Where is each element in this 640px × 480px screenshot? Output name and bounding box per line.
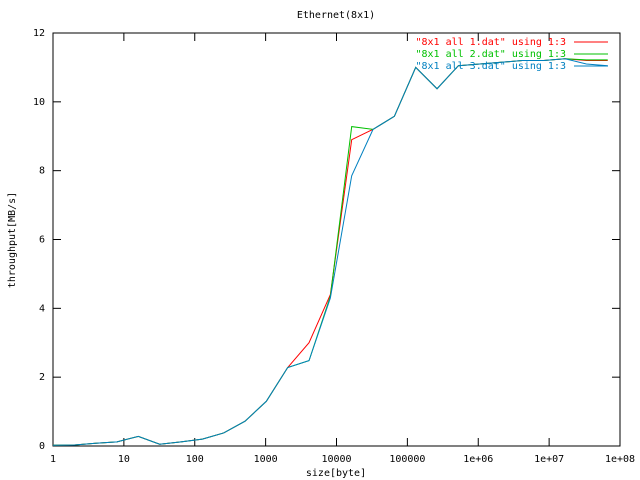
series-line (52, 58, 608, 446)
x-tick-label: 100 (186, 454, 204, 465)
x-tick-label: 100000 (389, 454, 425, 465)
y-tick-label: 6 (39, 235, 45, 246)
x-tick-label: 1 (50, 454, 56, 465)
plot-frame (52, 32, 621, 447)
y-tick-label: 8 (39, 166, 45, 177)
y-tick-label: 4 (39, 303, 45, 314)
series-line (52, 58, 608, 446)
legend-label: "8x1 all 2.dat" using 1:3 (415, 49, 566, 60)
legend-label: "8x1 all 3.dat" using 1:3 (415, 61, 566, 72)
y-tick-label: 2 (39, 372, 45, 383)
y-tick-label: 0 (39, 441, 45, 452)
x-axis-label: size[byte] (306, 468, 366, 479)
series-line (52, 58, 608, 446)
legend-label: "8x1 all 1.dat" using 1:3 (415, 37, 566, 48)
x-tick-label: 1e+07 (534, 454, 564, 465)
x-tick-label: 10 (118, 454, 130, 465)
chart-title: Ethernet(8x1) (297, 10, 375, 21)
y-axis-label: throughput[MB/s] (7, 192, 18, 288)
x-tick-label: 1000 (254, 454, 278, 465)
y-tick-label: 12 (33, 28, 45, 39)
x-tick-label: 1e+08 (605, 454, 635, 465)
y-tick-label: 10 (33, 97, 45, 108)
x-tick-label: 1e+06 (463, 454, 493, 465)
x-tick-label: 10000 (321, 454, 351, 465)
